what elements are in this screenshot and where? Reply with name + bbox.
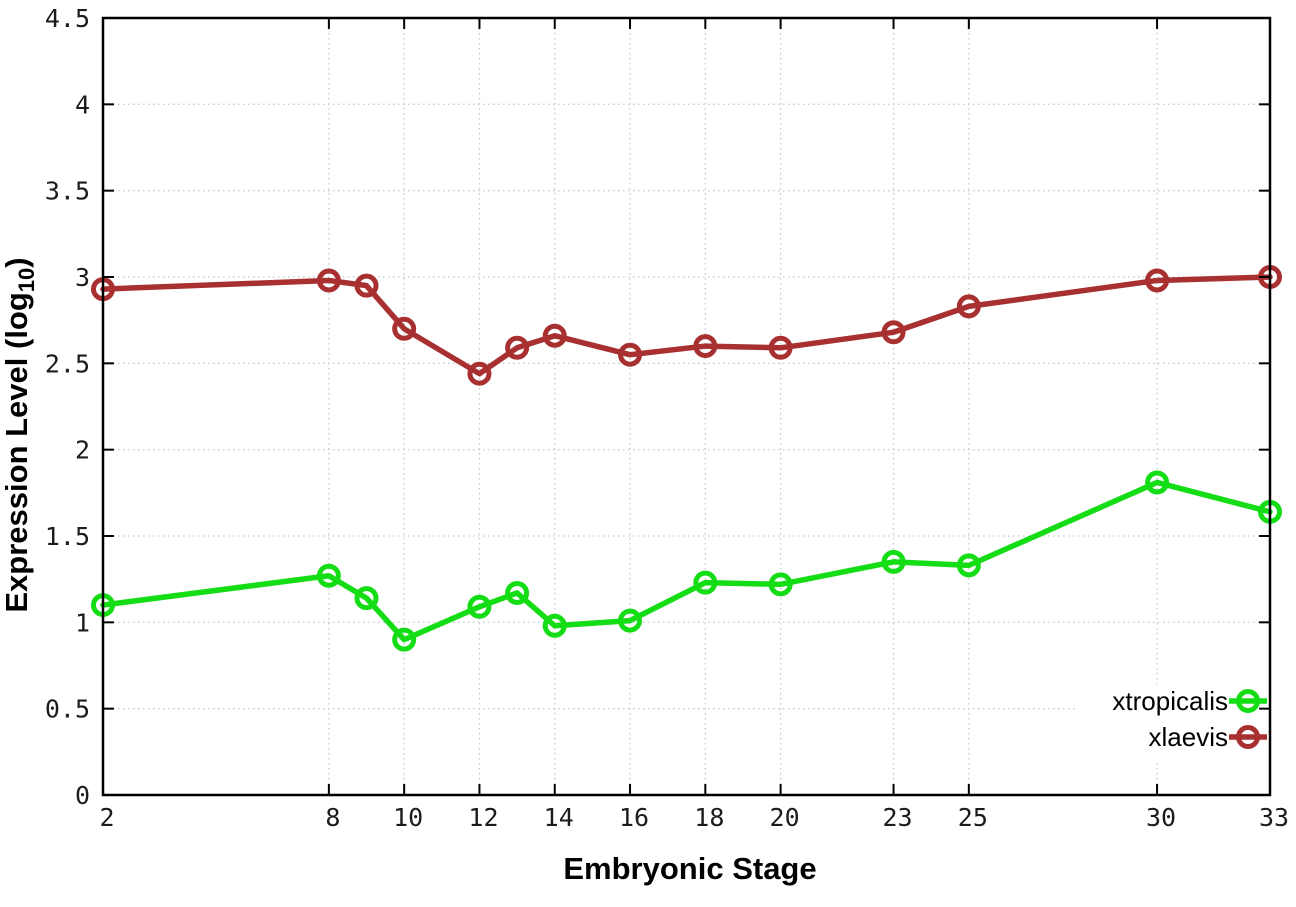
data-point-xtropicalis-stage-9 <box>354 586 379 611</box>
x-tick-label-30: 30 <box>1146 803 1176 832</box>
data-point-xtropicalis-stage-20 <box>768 572 793 597</box>
x-axis-title: Embryonic Stage <box>563 851 816 886</box>
data-point-xlaevis-stage-30 <box>1145 268 1170 293</box>
data-point-xtropicalis-stage-13 <box>505 580 530 605</box>
plot-area: 2 8 10 12 14 16 18 20 23 25 30 33 0 0.5 1 1.5 2 2.5 3 3.5 4 4… <box>45 4 1289 832</box>
data-point-xlaevis-stage-23 <box>881 320 906 345</box>
y-tick-label-3.5: 3.5 <box>45 177 90 206</box>
legend-background <box>1078 684 1268 760</box>
data-point-xtropicalis-stage-23 <box>881 549 906 574</box>
series-line-xtropicalis <box>100 479 1273 643</box>
series-line-xlaevis <box>100 274 1273 377</box>
legend-sample-marker-xtropicalis <box>1236 689 1260 713</box>
y-axis-title-subscript: 10 <box>14 268 39 292</box>
y-tick-label-2.5: 2.5 <box>45 349 90 378</box>
y-tick-label-0.5: 0.5 <box>45 695 90 724</box>
x-tick-label-10: 10 <box>393 803 423 832</box>
x-tick-label-14: 14 <box>544 803 574 832</box>
y-tick-label-1: 1 <box>75 608 90 637</box>
data-point-xlaevis-stage-25 <box>956 294 981 319</box>
data-point-xlaevis-stage-8 <box>316 268 341 293</box>
legend-label-xtropicalis: xtropicalis <box>1112 686 1228 716</box>
legend-sample-marker-xlaevis <box>1236 725 1260 749</box>
y-tick-label-3: 3 <box>75 263 90 292</box>
data-point-xlaevis-stage-12 <box>467 361 492 386</box>
x-tick-label-2: 2 <box>99 803 114 832</box>
data-point-xtropicalis-stage-10 <box>392 627 417 652</box>
x-tick-label-25: 25 <box>958 803 988 832</box>
data-point-xlaevis-stage-16 <box>618 342 643 367</box>
plot-border <box>101 16 1272 797</box>
y-axis-title: Expression Level (log10) <box>0 257 39 612</box>
data-point-xtropicalis-stage-14 <box>542 613 567 638</box>
y-tick-label-1.5: 1.5 <box>45 522 90 551</box>
data-point-xlaevis-stage-18 <box>693 334 718 359</box>
x-tick-label-16: 16 <box>619 803 649 832</box>
data-point-xtropicalis-stage-8 <box>316 563 341 588</box>
data-point-xtropicalis-stage-18 <box>693 570 718 595</box>
y-axis-title-main: Expression Level (log <box>0 292 34 612</box>
y-tick-label-0: 0 <box>75 781 90 810</box>
y-axis-title-end: ) <box>0 257 34 267</box>
data-point-xlaevis-stage-14 <box>542 323 567 348</box>
data-point-xlaevis-stage-13 <box>505 335 530 360</box>
x-tick-label-33: 33 <box>1259 803 1289 832</box>
x-tick-label-18: 18 <box>694 803 724 832</box>
x-tick-label-23: 23 <box>882 803 912 832</box>
x-tick-label-8: 8 <box>325 803 340 832</box>
data-point-xtropicalis-stage-25 <box>956 553 981 578</box>
data-point-xlaevis-stage-10 <box>392 316 417 341</box>
data-point-xtropicalis-stage-16 <box>618 608 643 633</box>
data-point-xtropicalis-stage-30 <box>1145 470 1170 495</box>
data-point-xtropicalis-stage-12 <box>467 594 492 619</box>
legend-label-xlaevis: xlaevis <box>1149 722 1228 752</box>
y-tick-label-4: 4 <box>75 90 90 119</box>
x-tick-label-12: 12 <box>468 803 498 832</box>
data-point-xlaevis-stage-9 <box>354 273 379 298</box>
y-tick-label-4.5: 4.5 <box>45 4 90 33</box>
x-tick-label-20: 20 <box>770 803 800 832</box>
y-tick-label-2: 2 <box>75 436 90 465</box>
data-point-xlaevis-stage-20 <box>768 335 793 360</box>
